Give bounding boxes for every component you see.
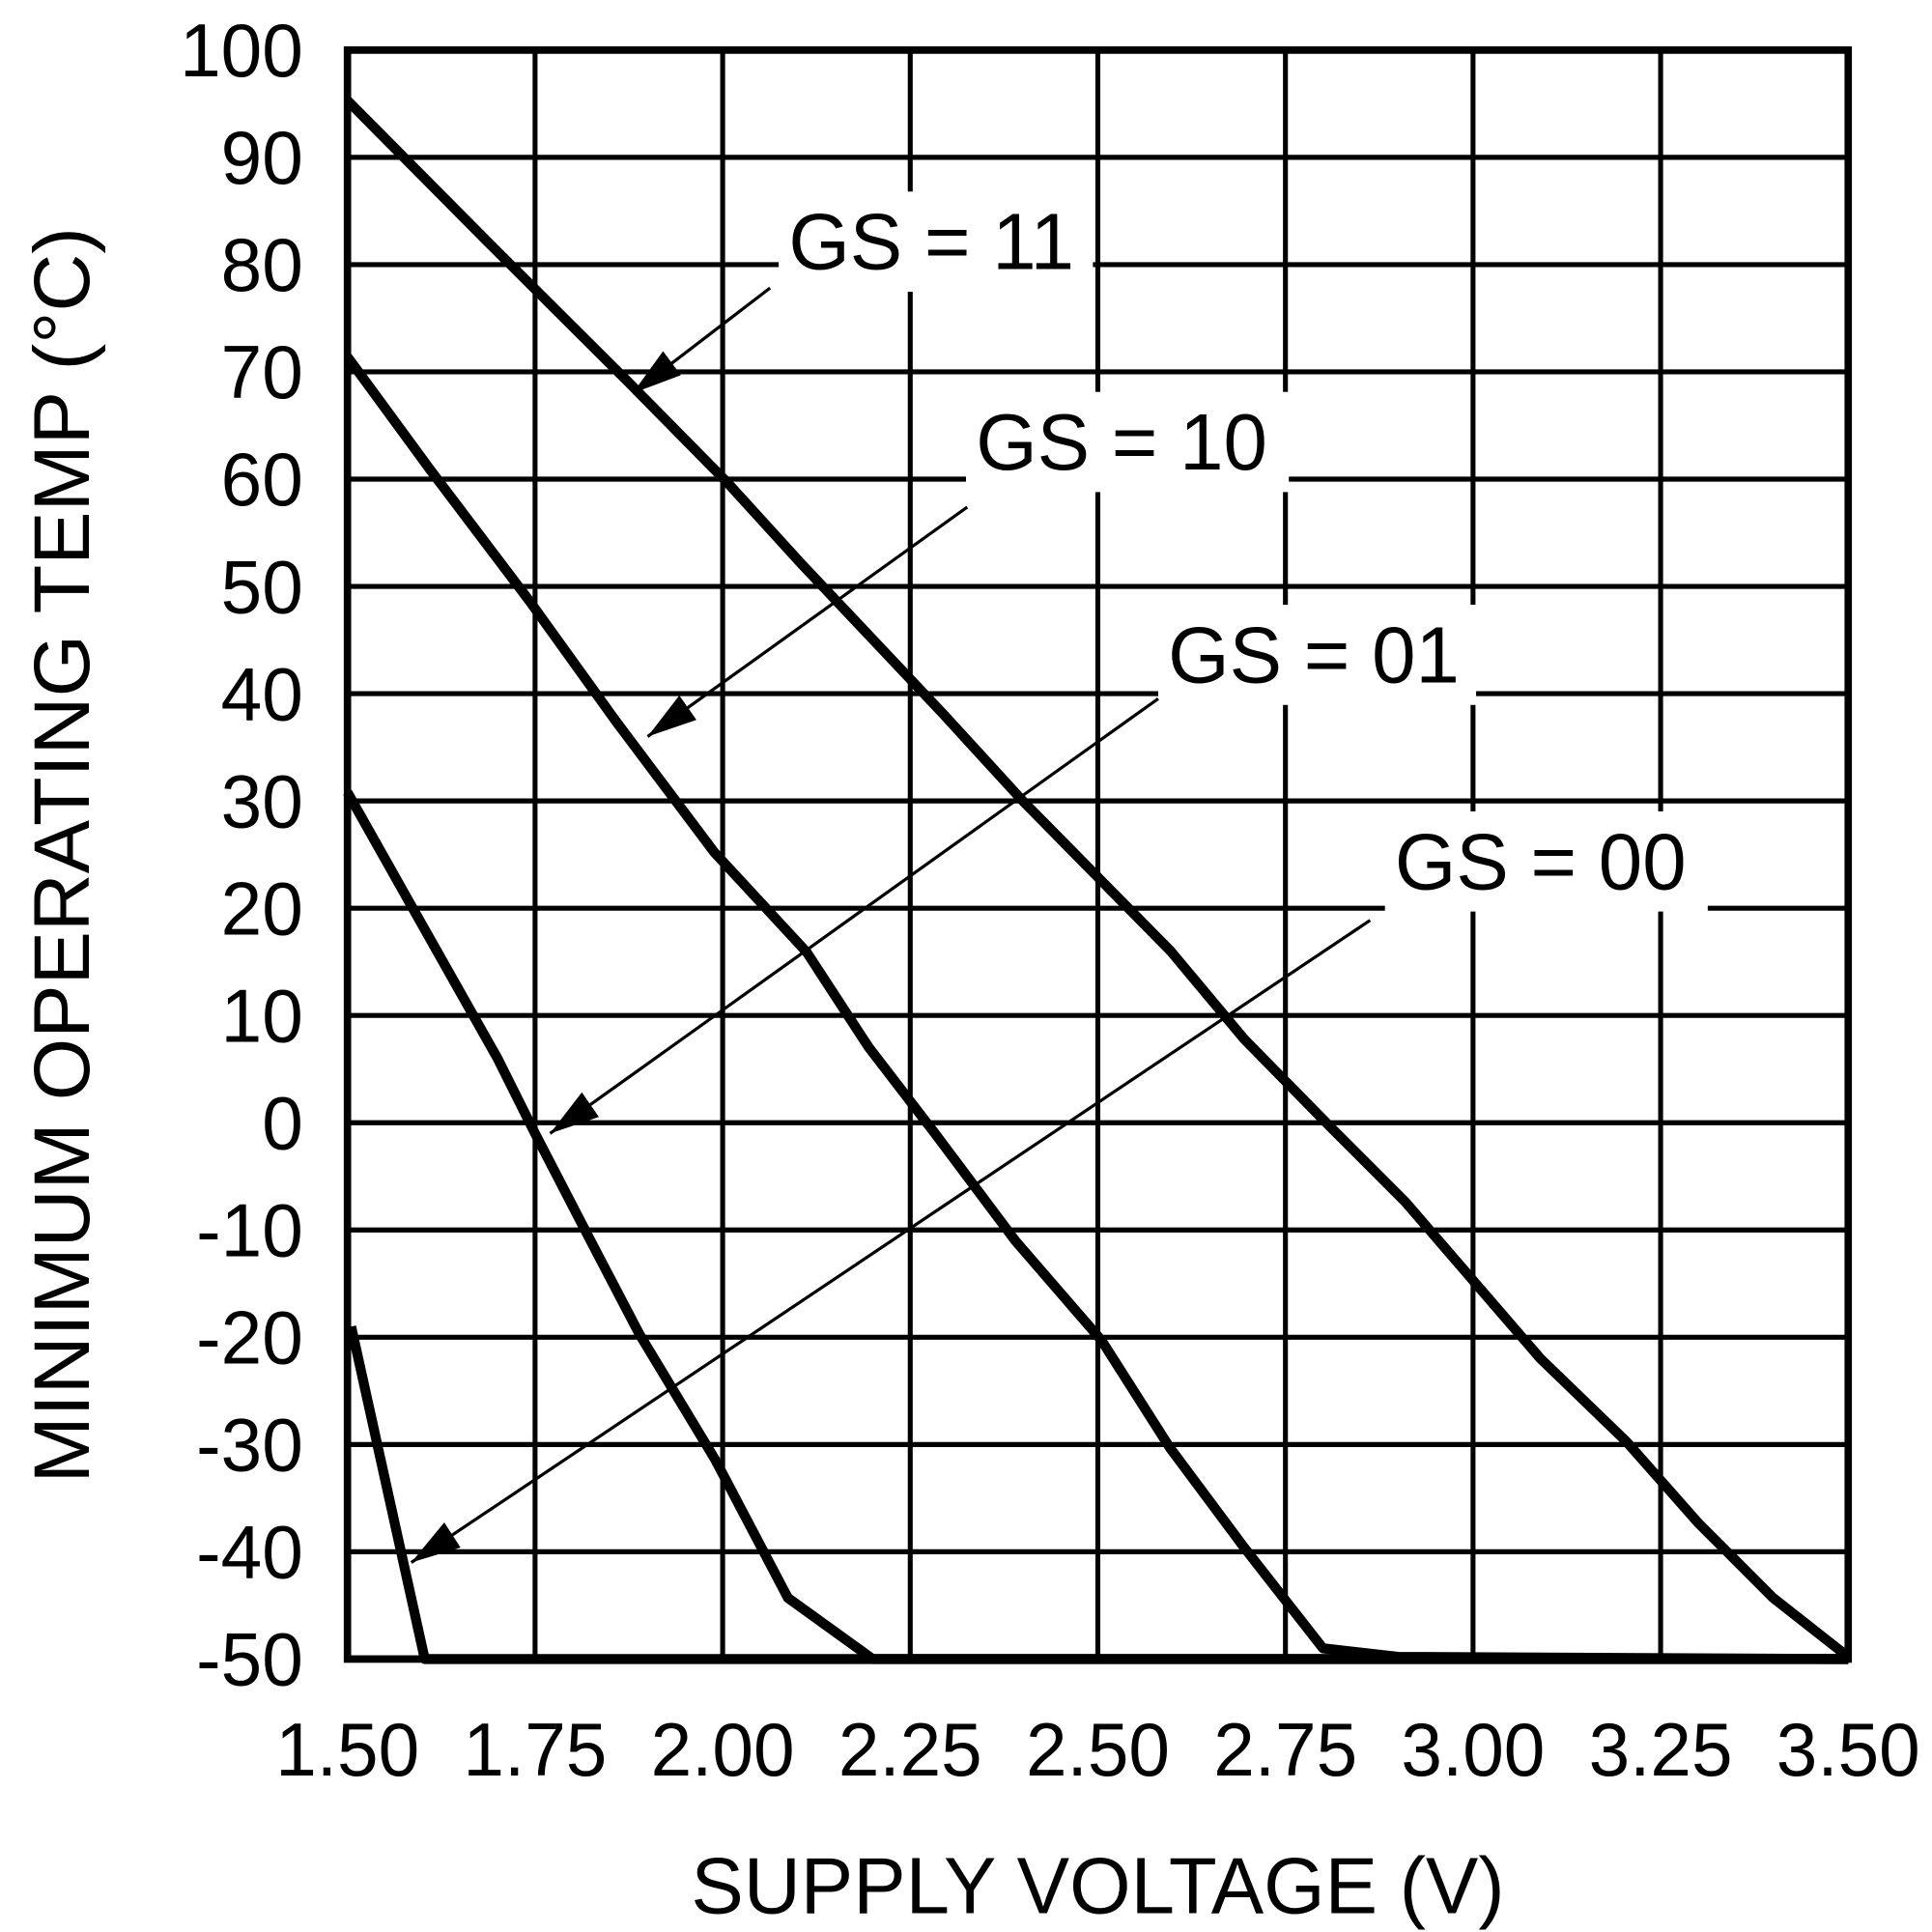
y-tick-label: 50 [221, 546, 303, 630]
leader-line [646, 505, 969, 738]
y-tick-label: 30 [221, 760, 303, 844]
y-tick-label: 10 [221, 975, 303, 1059]
x-tick-label: 2.50 [1026, 1708, 1170, 1792]
y-tick-label: -50 [196, 1618, 303, 1702]
tick-labels: 1.50 1.75 2.00 2.25 2.50 2.75 3.00 3.25 3.501009… [180, 10, 1920, 1793]
x-tick-label: 2.00 [651, 1708, 795, 1792]
y-tick-label: 80 [221, 224, 303, 308]
x-tick-label: 2.75 [1213, 1708, 1357, 1792]
y-tick-label: 60 [221, 439, 303, 523]
series-label: GS = 00 [1395, 818, 1687, 907]
series-line-0 [344, 97, 1852, 1662]
y-tick-label: 90 [221, 117, 303, 201]
y-tick-label: -20 [196, 1296, 303, 1380]
arrowhead-icon [411, 1521, 461, 1563]
arrowhead-icon [647, 695, 696, 737]
y-tick-label: 70 [221, 331, 303, 415]
x-tick-label: 1.75 [463, 1708, 607, 1792]
y-tick-label: 0 [262, 1082, 303, 1166]
label-background [779, 191, 1094, 293]
y-tick-label: -40 [196, 1511, 303, 1595]
x-tick-label: 2.25 [838, 1708, 982, 1792]
y-tick-label: 100 [180, 10, 303, 94]
y-tick-label: 20 [221, 867, 303, 952]
series-label: GS = 10 [976, 398, 1267, 487]
y-axis-title: MINIMUM OPERATING TEMP (°C) [18, 227, 105, 1483]
y-tick-label: 40 [221, 653, 303, 737]
x-tick-label: 3.00 [1401, 1708, 1545, 1792]
label-background [1384, 810, 1708, 912]
series-label: GS = 01 [1168, 611, 1460, 700]
y-tick-label: -30 [196, 1404, 303, 1488]
series-line-2 [343, 789, 1849, 1664]
x-axis-title: SUPPLY VOLTAGE (V) [691, 1842, 1504, 1931]
x-tick-label: 3.50 [1776, 1708, 1920, 1792]
leader-line [549, 696, 1159, 1135]
arrowhead-icon [632, 351, 681, 394]
series-line-1 [343, 354, 1849, 1664]
x-tick-label: 3.25 [1589, 1708, 1733, 1792]
x-tick-label: 1.50 [275, 1708, 419, 1792]
label-background [1157, 605, 1477, 705]
arrowhead-icon [550, 1092, 599, 1134]
series-label: GS = 11 [788, 198, 1074, 287]
y-tick-label: -10 [196, 1189, 303, 1273]
series-labels: GS = 11 GS = 10 GS = 01 GS = 00 [410, 191, 1708, 1564]
leader-line [410, 919, 1372, 1564]
plot-frame [343, 45, 1853, 1663]
label-background [966, 391, 1290, 493]
